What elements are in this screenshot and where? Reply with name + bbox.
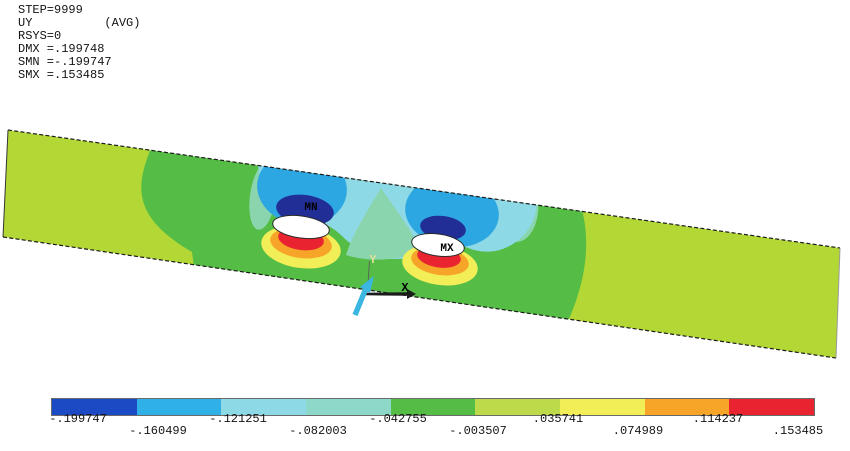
beam-top-edge — [7, 129, 841, 249]
header-line-rsys: RSYS=0 — [18, 29, 62, 43]
y-axis-arrow-shaft — [352, 286, 369, 316]
legend-segment — [644, 399, 730, 415]
legend-tick-label: -.082003 — [289, 424, 347, 438]
legend-tick-label: .035741 — [532, 412, 584, 426]
legend-segment — [475, 399, 561, 415]
legend-segment — [221, 399, 307, 415]
header-line-smn: SMN =-.199747 — [18, 55, 112, 69]
legend-bar — [51, 398, 815, 416]
legend-segment — [729, 399, 815, 415]
min-marker-label: MN — [304, 202, 317, 214]
beam-bottom-edge — [2, 236, 837, 359]
contact-roller-right — [411, 232, 465, 258]
legend-segment — [390, 399, 476, 415]
legend-segment — [136, 399, 222, 415]
header-line-quantity: UY (AVG) — [18, 16, 141, 30]
header-line-smx: SMX =.153485 — [18, 68, 105, 82]
axis-y-label: Y — [369, 253, 377, 267]
legend-tick-label: -.003507 — [449, 424, 507, 438]
header-line-step: STEP=9999 — [18, 3, 83, 17]
header-line-dmx: DMX =.199748 — [18, 42, 105, 56]
x-axis-arrow — [366, 289, 416, 299]
beam-surface — [3, 130, 840, 358]
beam-left-edge — [2, 129, 9, 238]
axis-triad: X Y — [352, 253, 416, 316]
legend-tick-label: -.160499 — [129, 424, 187, 438]
legend-segment — [306, 399, 391, 415]
legend-segment — [560, 399, 645, 415]
legend-tick-label: .074989 — [612, 424, 664, 438]
legend-segment — [52, 399, 137, 415]
contact-roller-left — [272, 214, 330, 240]
beam-right-edge — [835, 247, 841, 359]
legend-tick-label: -.121251 — [209, 412, 267, 426]
legend-tick-label: -.199747 — [49, 412, 107, 426]
max-marker-label: MX — [440, 243, 454, 255]
contour-region-teal-tongue — [346, 188, 421, 260]
axis-x-label: X — [401, 281, 409, 295]
header-block: STEP=9999 UY (AVG) RSYS=0 DMX =.199748 S… — [18, 4, 140, 82]
legend-tick-label: .153485 — [772, 424, 824, 438]
legend-tick-label: .114237 — [692, 412, 744, 426]
y-axis-arrow-head — [360, 276, 374, 293]
legend-tick-label: -.042755 — [369, 412, 427, 426]
